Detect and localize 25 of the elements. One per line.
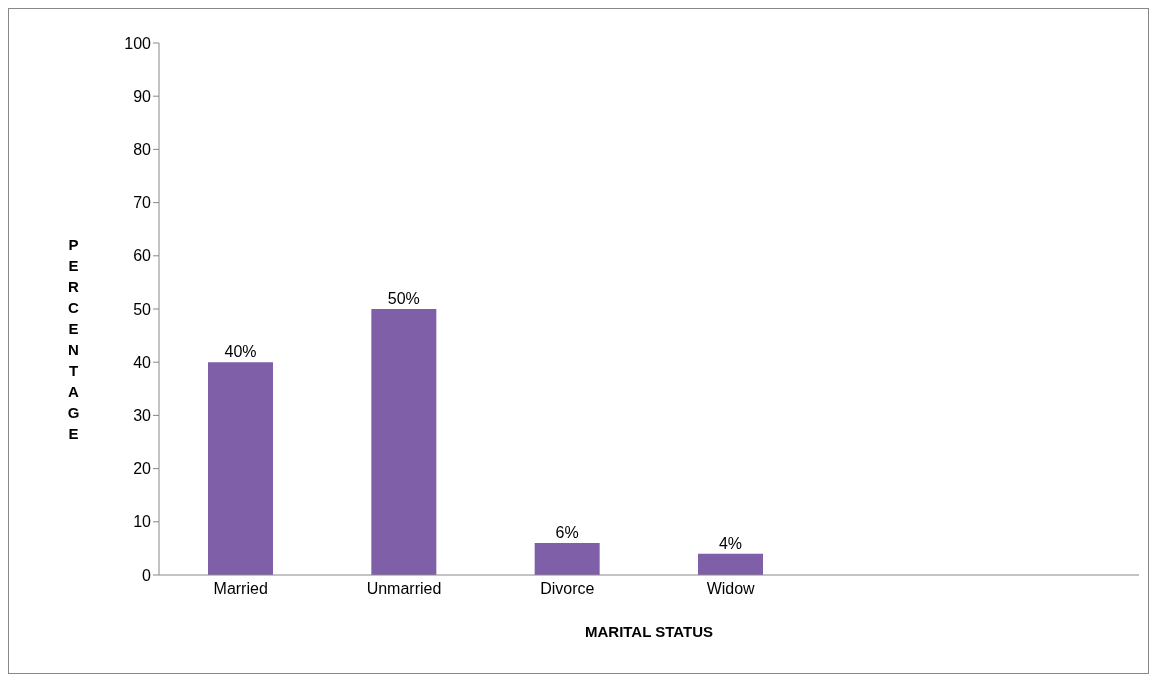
x-axis-title: MARITAL STATUS <box>584 623 714 640</box>
y-tick-label: 60 <box>133 247 152 265</box>
x-tick-label: Unmarried <box>366 580 442 598</box>
y-tick-label: 70 <box>133 194 152 212</box>
y-tick-label: 90 <box>133 87 152 105</box>
y-tick-label: 10 <box>133 513 152 531</box>
x-tick-label: Divorce <box>540 580 595 598</box>
x-tick-label: Widow <box>706 580 756 598</box>
y-tick-label: 20 <box>133 460 152 478</box>
data-label: 50% <box>387 290 420 307</box>
y-tick-label: 50 <box>133 300 152 318</box>
y-tick-label: 0 <box>142 566 152 584</box>
y-axis-title: PERCENTAGE <box>65 236 82 446</box>
bar <box>371 309 437 575</box>
x-tick-label: Married <box>213 580 268 598</box>
data-label: 4% <box>718 534 743 552</box>
data-label: 6% <box>555 524 579 542</box>
y-tick-label: 100 <box>124 34 152 52</box>
y-tick-label: 40 <box>133 353 152 371</box>
bar <box>698 553 763 575</box>
bar <box>208 362 273 575</box>
y-tick-label: 80 <box>133 141 152 159</box>
data-label: 40% <box>224 343 257 361</box>
y-tick-label: 30 <box>133 407 152 425</box>
bar <box>534 543 600 575</box>
